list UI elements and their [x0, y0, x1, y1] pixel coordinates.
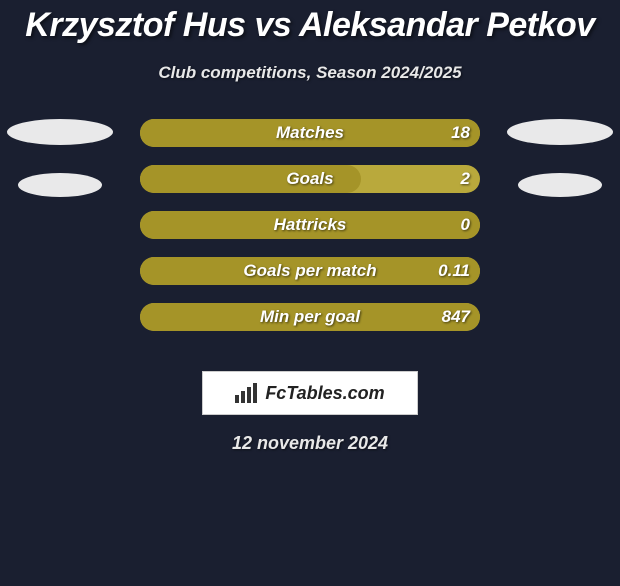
stat-label: Goals per match [243, 261, 376, 281]
stat-label: Matches [276, 123, 344, 143]
stat-bar: Matches 18 [140, 119, 480, 147]
stat-label: Goals [286, 169, 333, 189]
left-player-markers [0, 119, 120, 197]
stat-bars: Matches 18 Goals 2 Hattricks 0 Goals per match… [140, 119, 480, 331]
brand-text: FcTables.com [265, 383, 384, 404]
stat-value: 0.11 [438, 261, 470, 281]
stat-value: 2 [461, 169, 470, 189]
snapshot-date: 12 november 2024 [0, 433, 620, 454]
right-player-markers [500, 119, 620, 197]
stat-value: 847 [442, 307, 470, 327]
player-marker [18, 173, 102, 197]
page-subtitle: Club competitions, Season 2024/2025 [0, 63, 620, 83]
bar-chart-icon [235, 383, 259, 403]
player-marker [507, 119, 613, 145]
player-marker [518, 173, 602, 197]
stat-bar: Min per goal 847 [140, 303, 480, 331]
player-marker [7, 119, 113, 145]
brand-attribution: FcTables.com [202, 371, 418, 415]
stat-label: Hattricks [274, 215, 347, 235]
comparison-chart: Matches 18 Goals 2 Hattricks 0 Goals per match… [0, 119, 620, 349]
stat-value: 0 [461, 215, 470, 235]
stat-bar: Goals per match 0.11 [140, 257, 480, 285]
stat-value: 18 [451, 123, 470, 143]
stat-label: Min per goal [260, 307, 360, 327]
page-title: Krzysztof Hus vs Aleksandar Petkov [0, 6, 620, 45]
stat-bar: Goals 2 [140, 165, 480, 193]
stat-bar: Hattricks 0 [140, 211, 480, 239]
